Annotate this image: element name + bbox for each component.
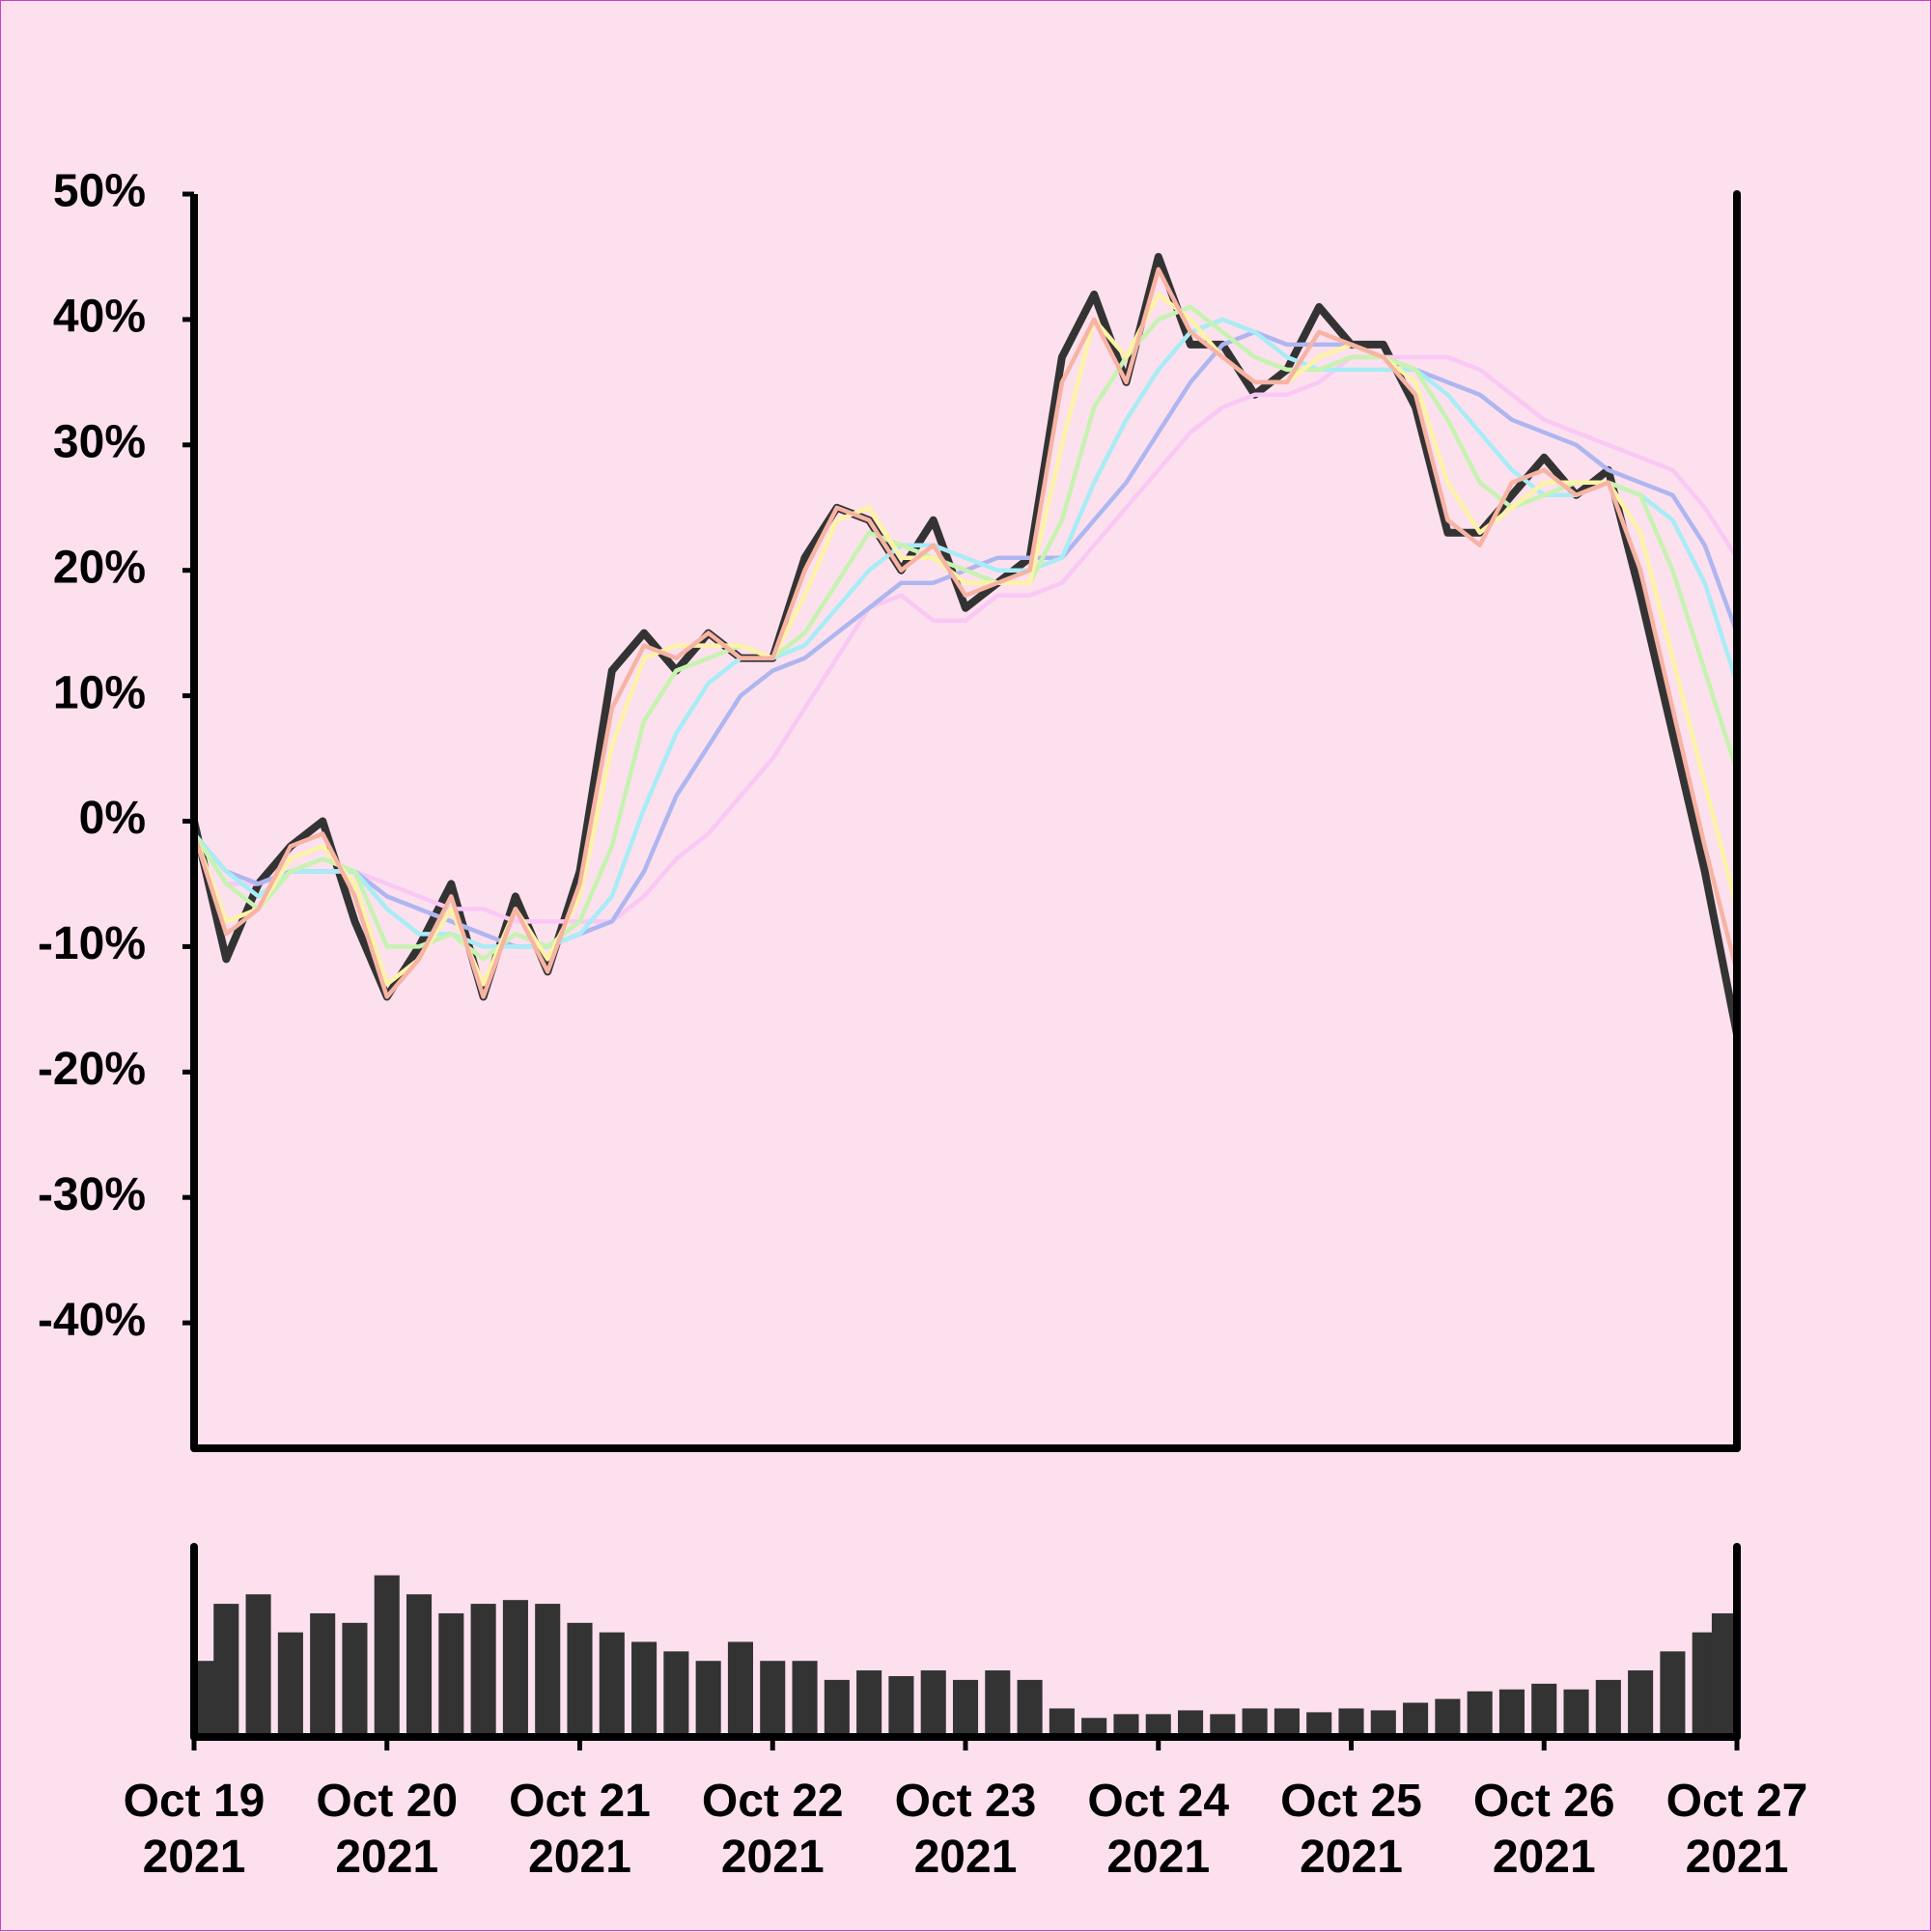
volume-bar bbox=[1595, 1679, 1621, 1737]
volume-bar bbox=[502, 1600, 528, 1737]
volume-bar bbox=[824, 1679, 850, 1737]
volume-bar bbox=[1660, 1651, 1686, 1737]
volume-bar bbox=[1370, 1710, 1396, 1737]
volume-bar bbox=[535, 1604, 561, 1737]
volume-bar bbox=[1711, 1612, 1737, 1737]
volume-bar bbox=[1306, 1712, 1332, 1737]
volume-bar bbox=[1498, 1689, 1525, 1737]
series-line bbox=[192, 329, 1740, 949]
volume-bar bbox=[856, 1670, 882, 1737]
y-tick-label: -30% bbox=[38, 1169, 146, 1220]
volume-bar bbox=[470, 1604, 496, 1737]
y-tick-label: 50% bbox=[53, 166, 146, 217]
x-tick-label: Oct 23 2021 bbox=[894, 1776, 1037, 1883]
volume-bar bbox=[1628, 1670, 1654, 1737]
y-tick-label: 0% bbox=[79, 793, 146, 844]
y-tick-label: 10% bbox=[53, 667, 146, 718]
volume-bar bbox=[985, 1670, 1011, 1737]
volume-bar bbox=[1081, 1718, 1107, 1737]
volume-bar bbox=[406, 1594, 433, 1737]
y-tick-label: 30% bbox=[53, 416, 146, 467]
volume-bar bbox=[888, 1675, 914, 1737]
series-line bbox=[192, 354, 1739, 924]
series-line bbox=[192, 304, 1740, 962]
volume-bar bbox=[1210, 1714, 1236, 1737]
y-tick-label: -20% bbox=[38, 1044, 146, 1095]
volume-bar bbox=[438, 1612, 464, 1737]
volume-bar bbox=[213, 1604, 239, 1737]
volume-bar bbox=[245, 1594, 271, 1737]
volume-bar bbox=[695, 1661, 721, 1737]
volume-bar bbox=[1403, 1702, 1429, 1737]
y-tick-label: 40% bbox=[53, 292, 146, 343]
volume-bar bbox=[342, 1622, 368, 1737]
series-line bbox=[191, 292, 1740, 987]
volume-bar bbox=[374, 1575, 400, 1737]
x-tick-label: Oct 26 2021 bbox=[1472, 1776, 1615, 1883]
volume-bar bbox=[1177, 1710, 1204, 1737]
volume-bar bbox=[920, 1670, 946, 1737]
volume-bar bbox=[1531, 1683, 1557, 1737]
volume-bar bbox=[663, 1651, 689, 1737]
volume-bar bbox=[1145, 1714, 1171, 1737]
volume-bar bbox=[1273, 1708, 1300, 1737]
volume-bar bbox=[1563, 1689, 1589, 1737]
volume-bar bbox=[760, 1661, 786, 1737]
x-tick-label: Oct 21 2021 bbox=[509, 1776, 651, 1883]
x-tick-label: Oct 22 2021 bbox=[701, 1776, 844, 1883]
y-tick-label: 20% bbox=[53, 542, 146, 593]
y-tick-label: -40% bbox=[38, 1295, 146, 1346]
volume-bar bbox=[1338, 1708, 1364, 1737]
series-line bbox=[190, 253, 1741, 1036]
series-line bbox=[191, 266, 1740, 999]
volume-bar bbox=[952, 1679, 979, 1737]
x-tick-label: Oct 27 2021 bbox=[1665, 1776, 1808, 1883]
volume-bar bbox=[1113, 1714, 1139, 1737]
volume-bar bbox=[1435, 1698, 1461, 1737]
volume-bar bbox=[1467, 1691, 1493, 1737]
volume-bar bbox=[631, 1641, 658, 1737]
x-tick-label: Oct 25 2021 bbox=[1280, 1776, 1422, 1883]
volume-bar bbox=[310, 1612, 336, 1737]
x-tick-label: Oct 20 2021 bbox=[316, 1776, 459, 1883]
volume-bar bbox=[1242, 1708, 1268, 1737]
x-tick-label: Oct 19 2021 bbox=[123, 1776, 266, 1883]
volume-bar bbox=[727, 1641, 754, 1737]
volume-bar bbox=[1049, 1708, 1075, 1737]
volume-bar bbox=[599, 1632, 625, 1737]
y-tick-label: -10% bbox=[38, 918, 146, 969]
volume-bar bbox=[567, 1622, 593, 1737]
volume-bar bbox=[277, 1632, 303, 1737]
x-tick-label: Oct 24 2021 bbox=[1087, 1776, 1230, 1883]
volume-bar bbox=[1017, 1679, 1043, 1737]
volume-bar bbox=[792, 1661, 818, 1737]
